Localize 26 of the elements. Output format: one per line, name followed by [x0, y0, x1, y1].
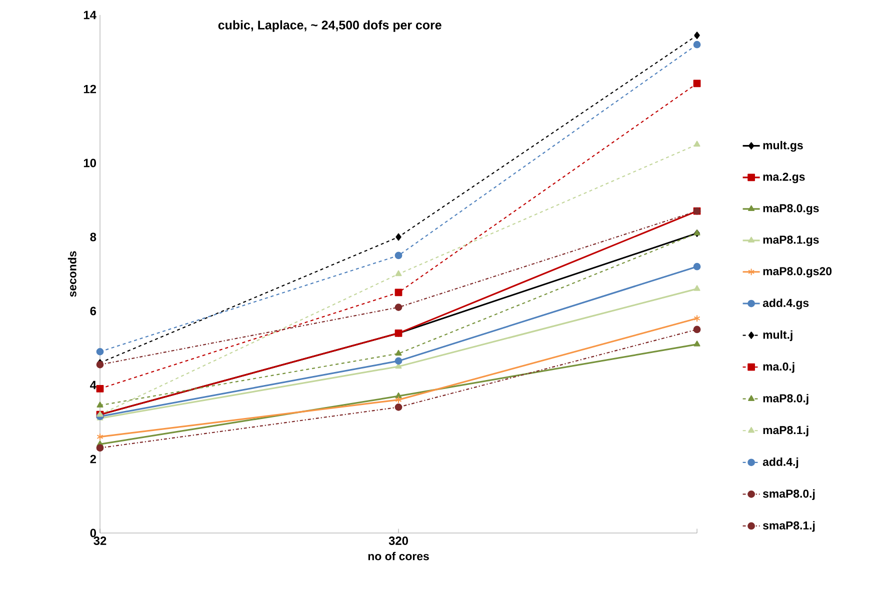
chart-title: cubic, Laplace, ~ 24,500 dofs per core	[218, 20, 442, 32]
x-tick-label: 320	[388, 536, 408, 546]
legend-label: mult.gs	[763, 140, 803, 152]
y-tick-label: 14	[84, 10, 96, 20]
y-tick-label: 0	[90, 528, 96, 538]
y-axis-title: seconds	[68, 251, 76, 297]
legend-label: mult.j	[763, 330, 792, 342]
y-tick-label: 4	[90, 380, 96, 390]
legend-label: add.4.j	[762, 458, 798, 468]
legend-label: maP8.0.j	[763, 394, 808, 405]
y-tick-label: 6	[90, 306, 96, 316]
legend-label: maP8.0.gs20	[763, 267, 832, 278]
y-tick-label: 8	[90, 232, 96, 242]
legend-label: maP8.0.gs	[763, 204, 819, 215]
x-tick-label: 32	[94, 536, 106, 546]
y-tick-label: 10	[84, 158, 96, 168]
y-tick-label: 2	[90, 454, 96, 464]
legend-label: smaP8.1.j	[762, 521, 815, 532]
legend-label: maP8.1.gs	[763, 236, 819, 246]
legend-label: ma.0.j	[763, 362, 794, 373]
legend-label: smaP8.0.j	[762, 489, 815, 500]
x-axis-title: no of cores	[368, 552, 429, 560]
legend-label: maP8.1.j	[763, 426, 808, 436]
legend-label: ma.2.gs	[763, 172, 805, 184]
legend-label: add.4.gs	[762, 298, 809, 310]
y-tick-label: 12	[84, 84, 96, 94]
